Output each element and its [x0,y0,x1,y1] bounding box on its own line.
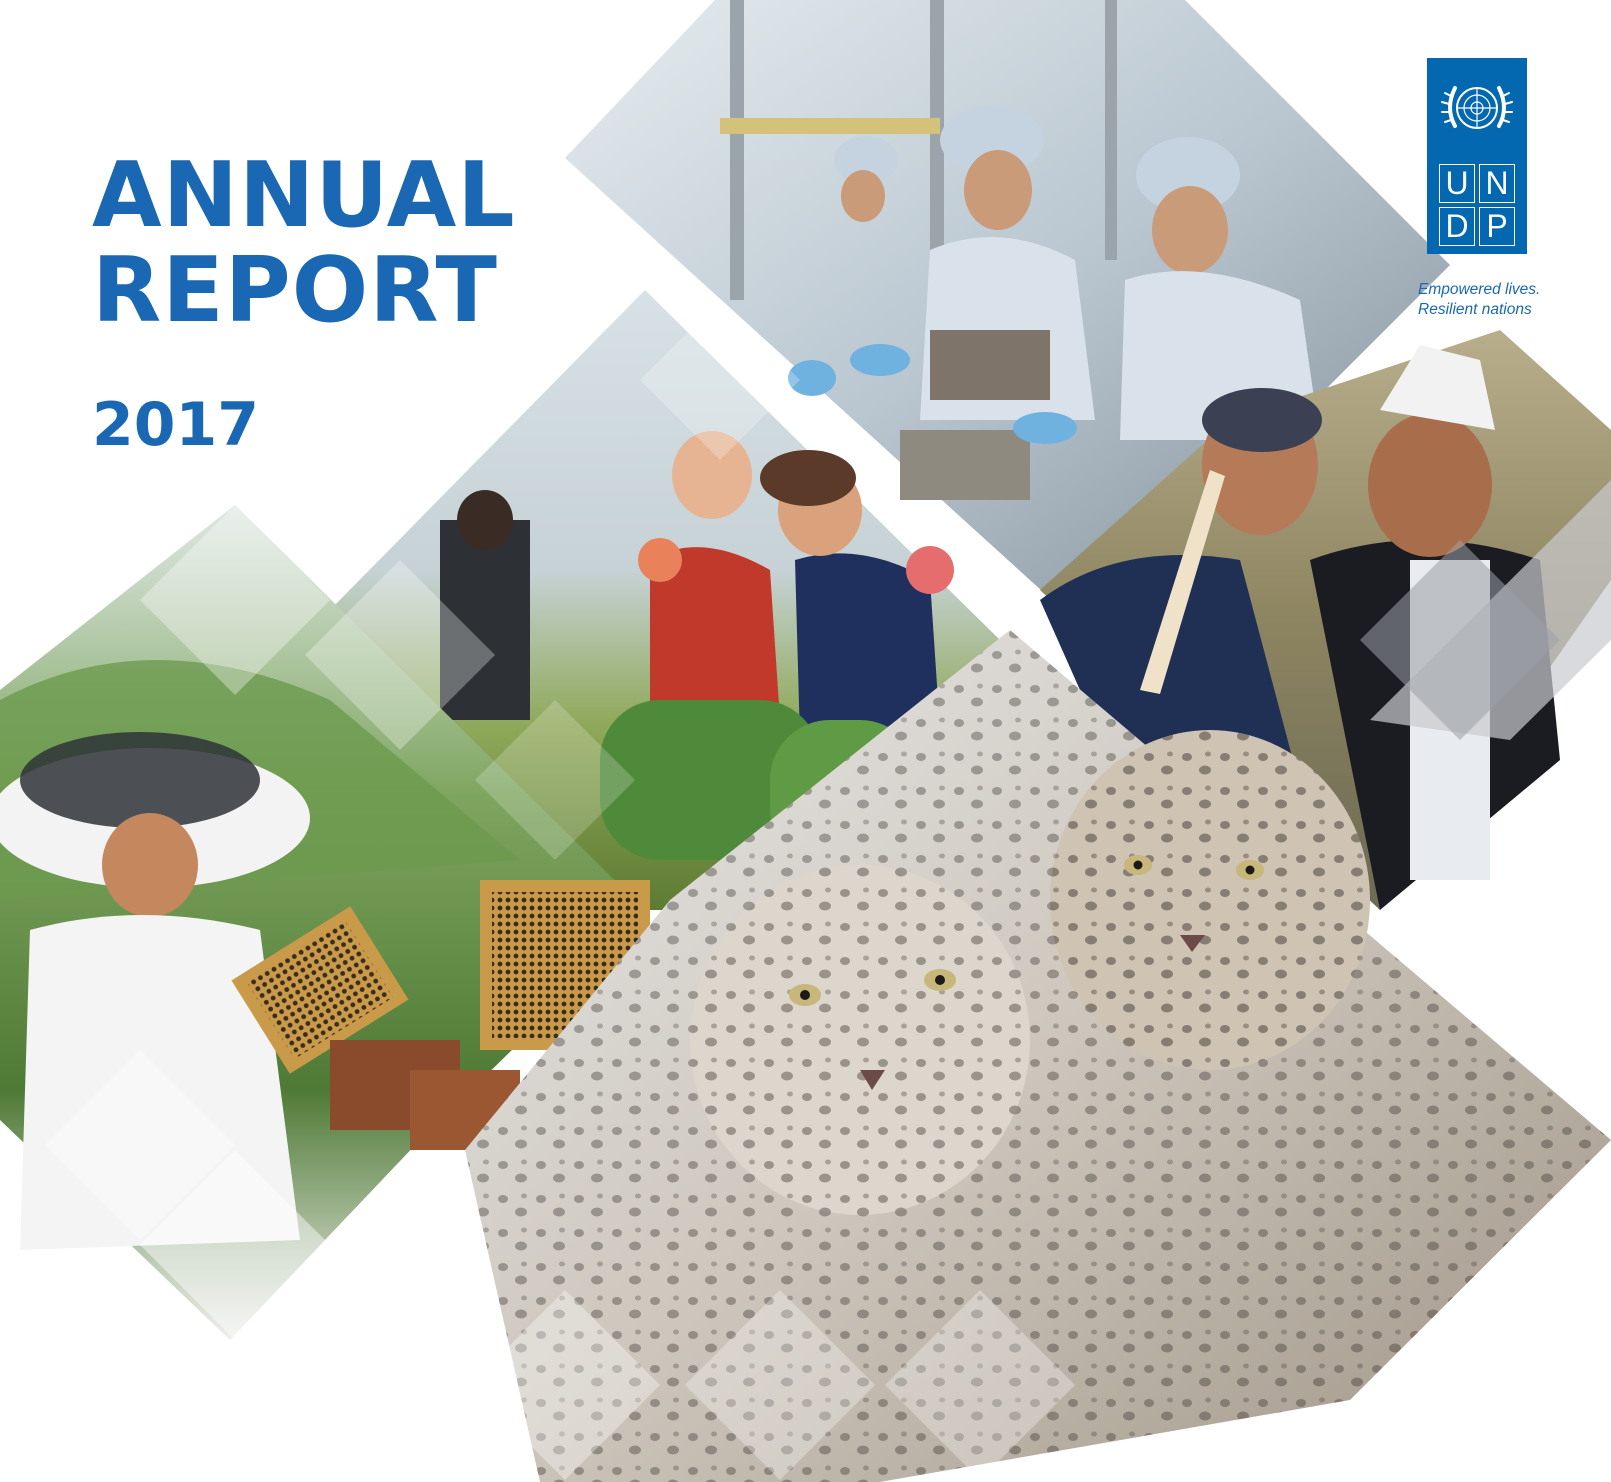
undp-logo: U N D P [1427,58,1527,254]
report-year: 2017 [92,390,259,460]
tagline-line-2: Resilient nations [1418,301,1532,318]
children-on-tyres-photo [330,290,1000,910]
logo-letter-d: D [1439,207,1475,246]
title-line-report: REPORT [92,238,498,343]
logo-letter-n: N [1479,164,1515,203]
undp-letters: U N D P [1439,164,1515,246]
title-line-annual: ANNUAL [92,143,516,248]
beekeeper-photo [0,505,650,1340]
un-emblem-icon [1441,86,1513,129]
undp-tagline: Empowered lives. Resilient nations [1418,280,1598,320]
tagline-line-1: Empowered lives. [1418,281,1541,298]
logo-letter-p: P [1479,207,1515,246]
diamond-overlays [45,300,1560,1480]
snow-leopards-photo [465,630,1611,1482]
report-title: ANNUAL REPORT [92,148,516,338]
logo-letter-u: U [1439,164,1475,203]
